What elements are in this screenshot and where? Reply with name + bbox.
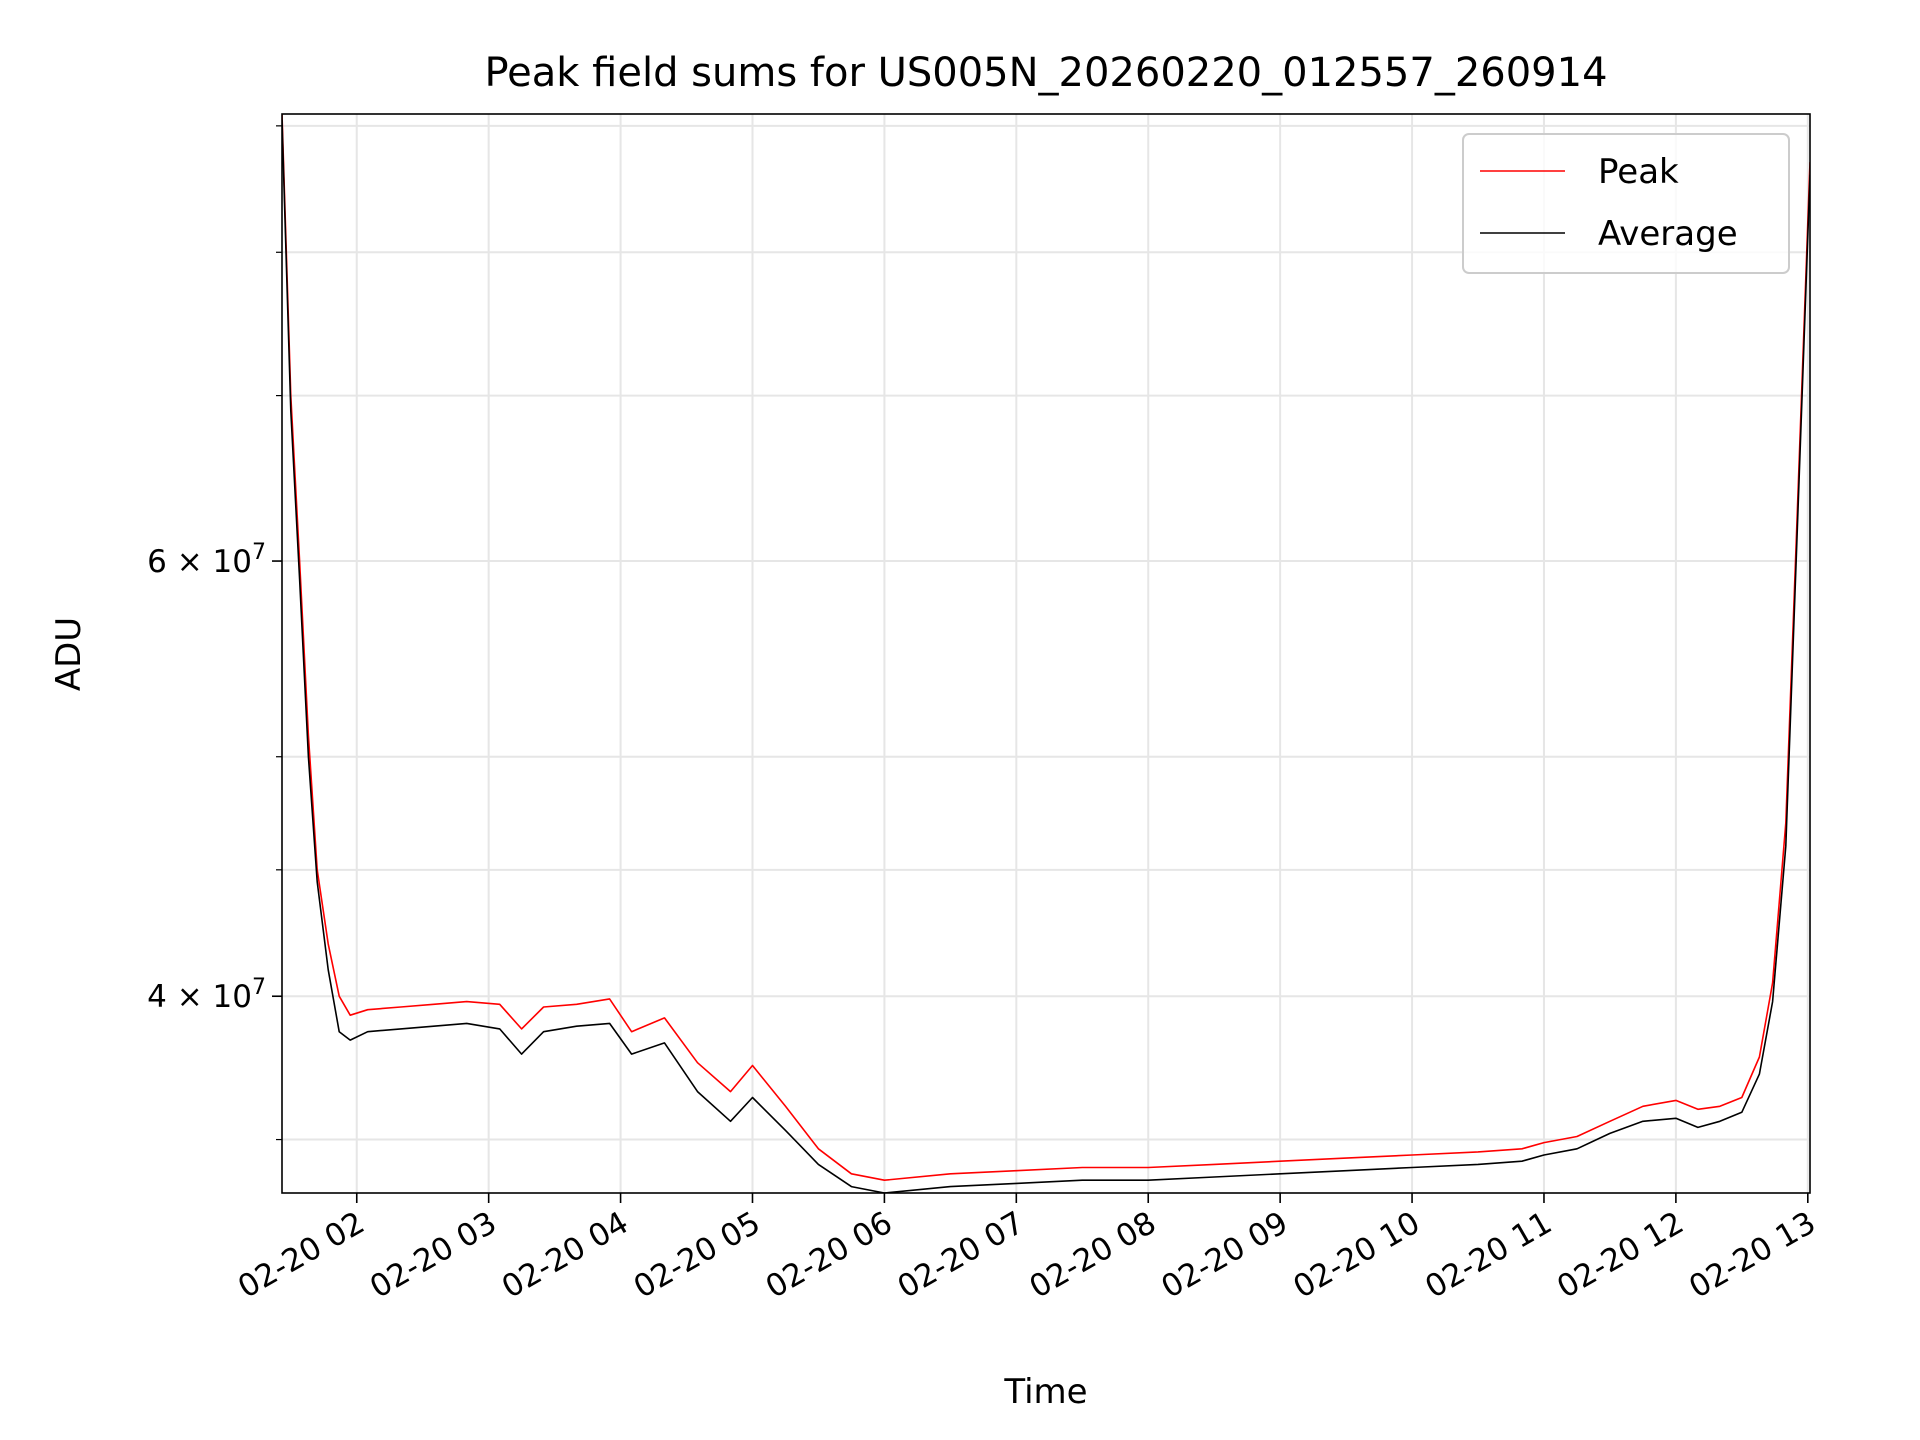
series-line-average	[282, 119, 1810, 1193]
series-line-peak	[282, 114, 1810, 1181]
plot-frame	[281, 113, 1811, 1194]
legend-label-average: Average	[1598, 214, 1738, 254]
y-tick-label: 4 × 107	[147, 975, 266, 1015]
y-axis-label: ADU	[49, 617, 89, 691]
legend: Peak Average	[1462, 133, 1790, 274]
y-axis: 4 × 107 6 × 107	[147, 125, 282, 1141]
legend-label-peak: Peak	[1598, 152, 1679, 192]
x-axis-label: Time	[1003, 1372, 1087, 1412]
chart-title: Peak field sums for US005N_20260220_0125…	[484, 50, 1607, 96]
plot-area	[282, 114, 1810, 1193]
legend-box	[1462, 133, 1790, 274]
y-tick-label: 6 × 107	[147, 540, 266, 580]
